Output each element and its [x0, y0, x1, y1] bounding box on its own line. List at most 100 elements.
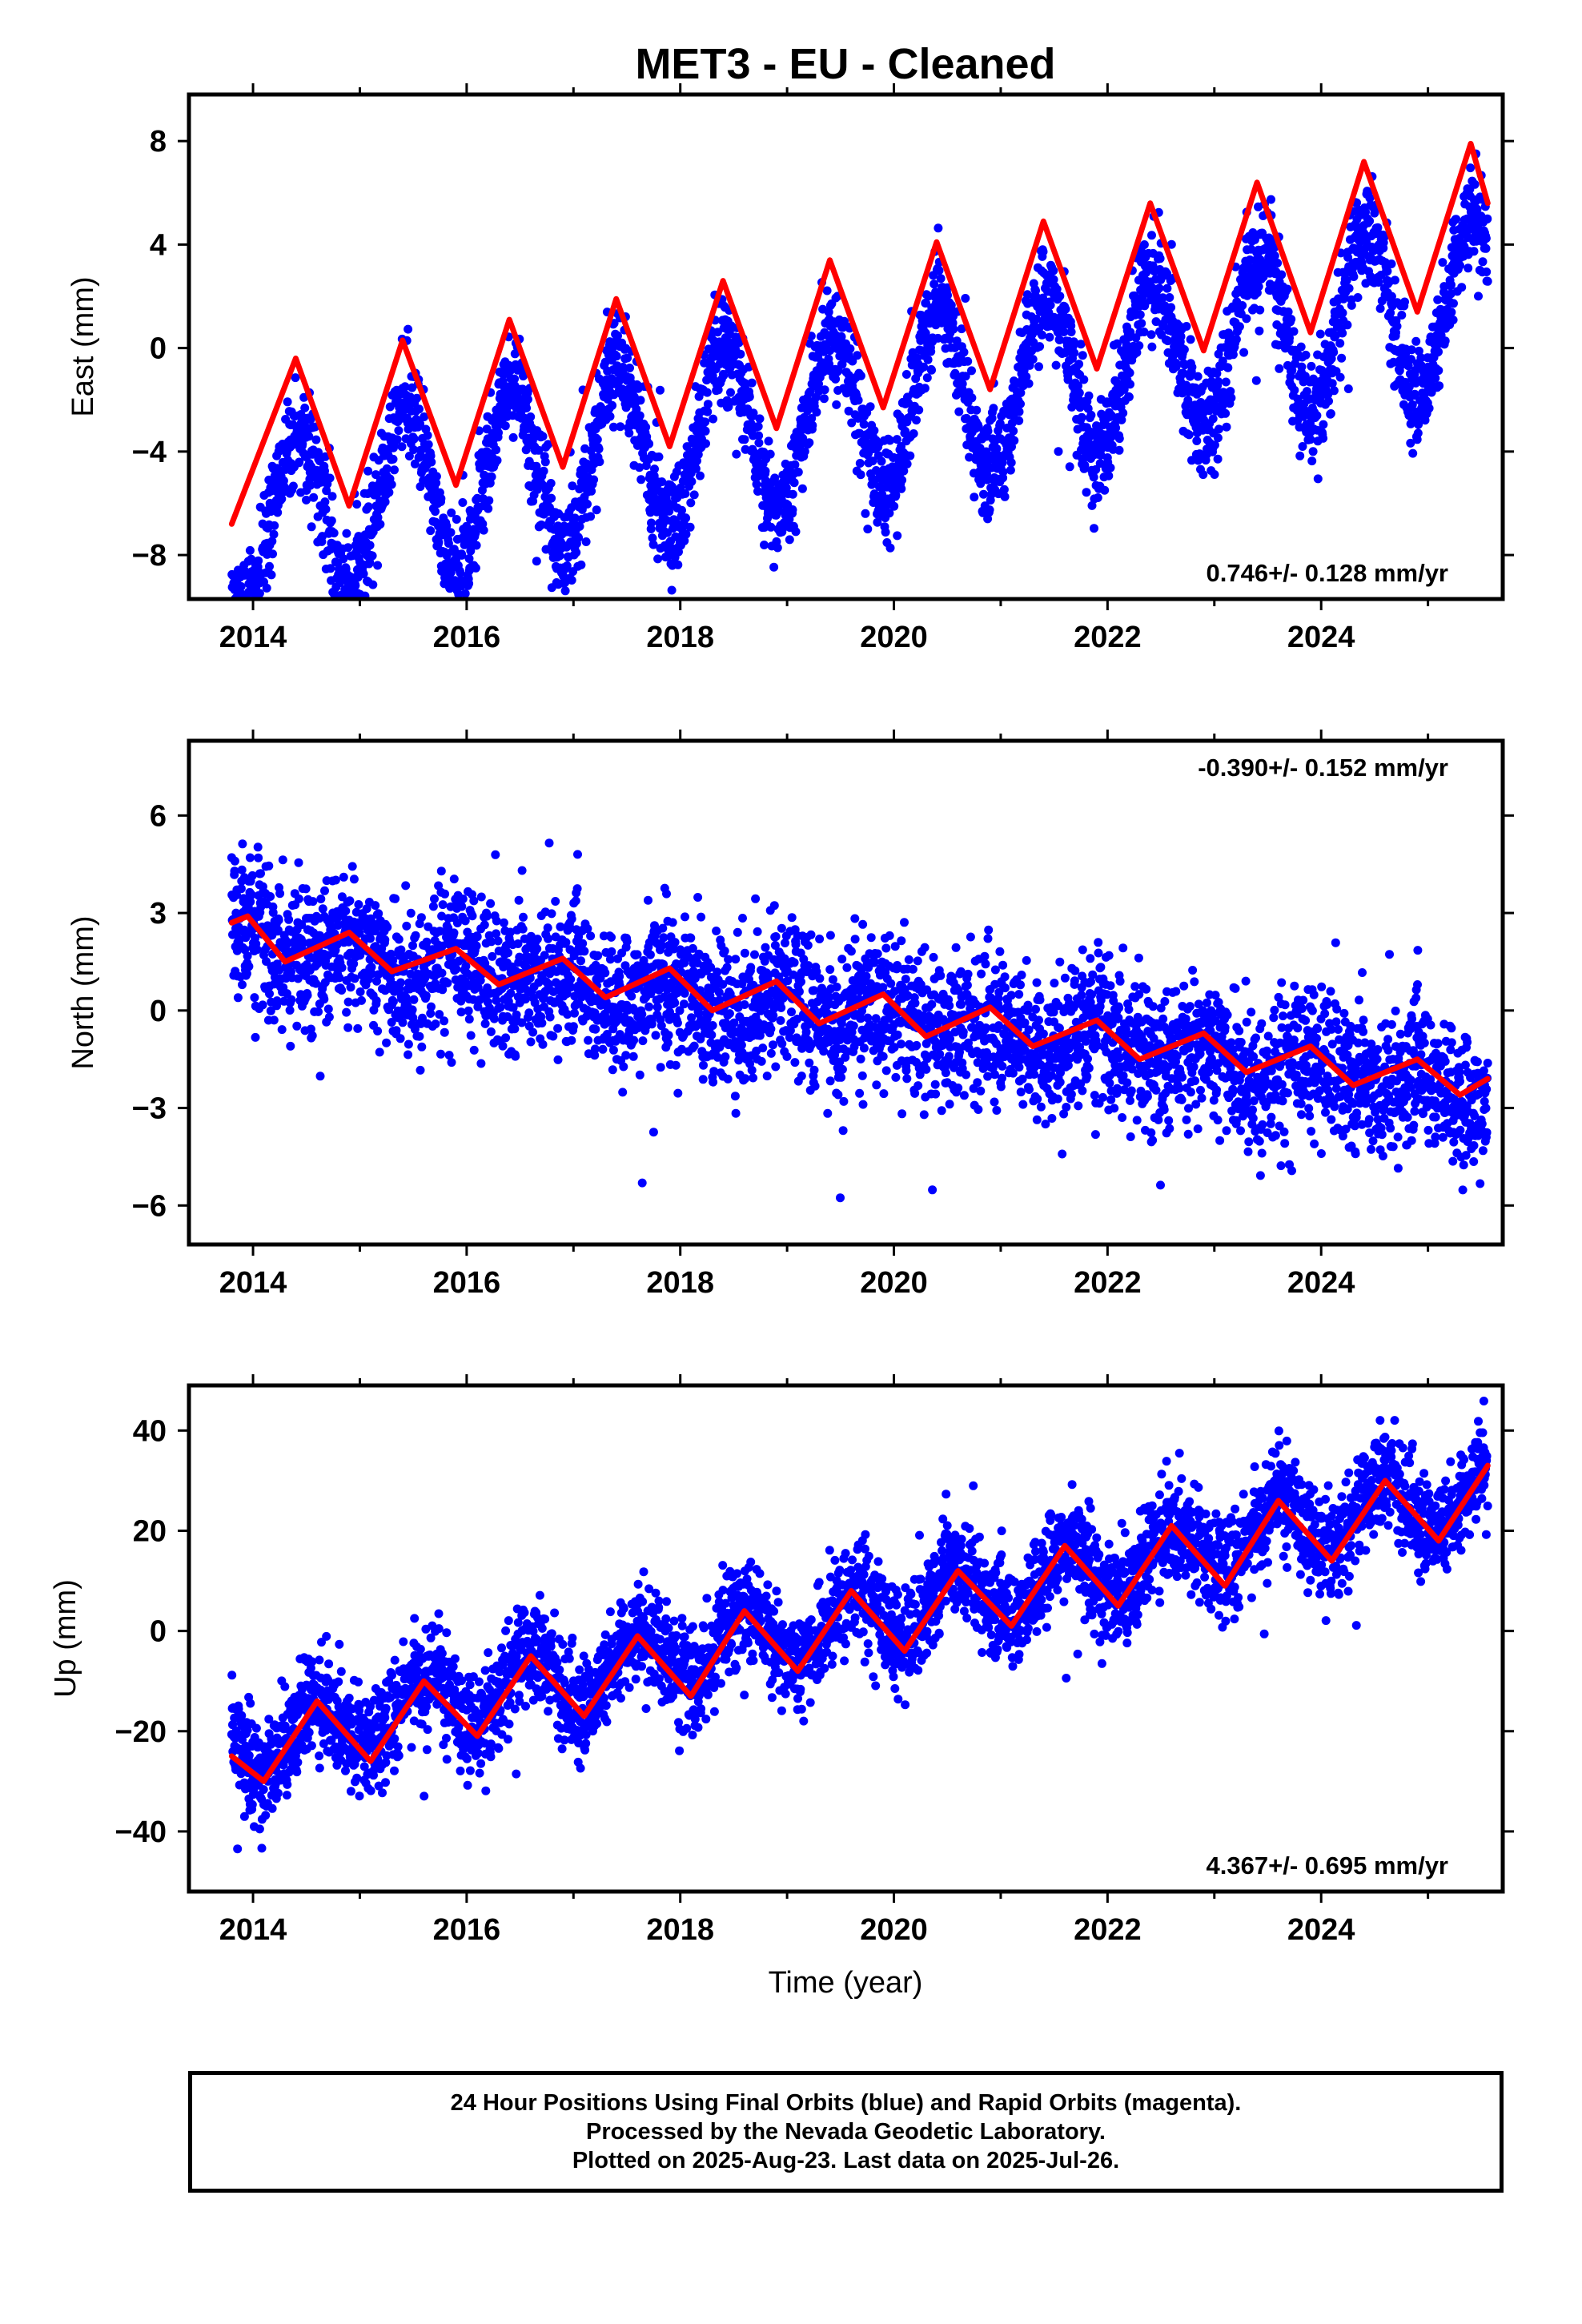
north-point [273, 926, 283, 935]
east-point [560, 586, 570, 596]
north-point [443, 979, 452, 987]
east-point [400, 382, 410, 392]
east-point [1059, 328, 1069, 336]
north-point [476, 975, 485, 985]
east-point [1301, 350, 1311, 360]
north-point [316, 895, 326, 903]
north-point [449, 928, 459, 938]
east-point [667, 585, 677, 595]
north-point [284, 915, 294, 924]
east-point [962, 413, 971, 423]
east-point [877, 456, 886, 466]
east-point [922, 373, 932, 383]
east-point [1424, 404, 1434, 413]
north-point [430, 894, 439, 903]
east-point [797, 484, 807, 493]
north-point [590, 1008, 600, 1018]
east-point [1449, 299, 1458, 308]
north-point [408, 1005, 417, 1015]
east-point [412, 393, 422, 403]
north-point [463, 927, 472, 937]
north-point [489, 1014, 499, 1023]
east-point [1054, 447, 1063, 456]
north-point [404, 1050, 413, 1059]
east-point [1045, 332, 1054, 342]
east-point [788, 505, 797, 514]
east-point [1034, 362, 1043, 372]
east-point [484, 504, 493, 513]
east-point [1329, 386, 1339, 396]
north-point [368, 919, 378, 928]
east-point [336, 614, 345, 623]
east-point [785, 535, 794, 545]
east-point [1010, 436, 1019, 445]
north-point [492, 929, 501, 939]
east-point [1313, 474, 1323, 484]
east-point [431, 507, 440, 517]
east-point [719, 371, 729, 380]
east-point [1084, 391, 1094, 400]
east-point [701, 417, 710, 427]
east-point [1414, 420, 1423, 429]
east-point [636, 475, 646, 485]
east-point [1213, 433, 1223, 443]
north-point [563, 1010, 572, 1019]
north-point [320, 886, 329, 895]
east-point [1132, 348, 1142, 357]
east-point [934, 266, 944, 275]
east-point [1413, 428, 1423, 438]
east-point [444, 539, 453, 548]
east-point [343, 543, 353, 553]
east-point [983, 426, 993, 436]
east-x-tick-label: 2016 [433, 621, 501, 654]
north-point [486, 1027, 496, 1036]
north-point [553, 1023, 563, 1033]
east-point [539, 466, 548, 476]
east-point [636, 396, 645, 405]
east-point [807, 414, 817, 423]
east-x-tick-label: 2024 [1287, 621, 1355, 654]
north-point [404, 1039, 413, 1049]
east-point [902, 459, 912, 468]
east-point [623, 353, 632, 363]
east-point [789, 478, 799, 488]
north-point [476, 892, 486, 902]
east-point [1179, 345, 1189, 354]
east-point [1469, 247, 1479, 256]
north-point [238, 839, 247, 849]
east-point [654, 452, 664, 461]
east-point [1154, 283, 1164, 293]
east-point [612, 352, 621, 361]
north-point [374, 909, 383, 919]
east-point [1255, 305, 1265, 315]
east-point [613, 331, 622, 340]
east-point [347, 603, 356, 612]
north-point [518, 924, 528, 934]
east-point [245, 611, 254, 620]
east-point [1016, 388, 1026, 397]
east-point [368, 580, 378, 589]
east-point [1009, 426, 1018, 436]
east-point [273, 508, 283, 517]
east-point [1139, 328, 1149, 336]
east-point [1326, 409, 1335, 418]
north-point [544, 838, 554, 848]
east-point [1287, 366, 1297, 376]
east-point [322, 486, 331, 496]
east-point [950, 343, 960, 352]
east-point [1054, 336, 1064, 344]
north-point [517, 1018, 527, 1027]
east-point [1007, 418, 1017, 428]
east-point [1481, 243, 1491, 253]
north-point [324, 1012, 334, 1022]
east-point [1222, 422, 1231, 432]
east-point [1273, 259, 1283, 267]
north-point [396, 978, 405, 987]
east-point [1086, 410, 1096, 420]
north-point [447, 1058, 456, 1068]
north-point [488, 951, 497, 961]
east-point [702, 388, 712, 397]
east-point [1135, 310, 1145, 320]
east-point [1365, 193, 1375, 203]
north-point [246, 897, 255, 907]
